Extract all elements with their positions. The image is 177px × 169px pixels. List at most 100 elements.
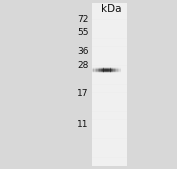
Bar [92,30,127,33]
Bar [105,69,106,70]
Bar [115,71,116,72]
Bar [105,72,106,73]
Bar [92,114,127,117]
Bar [96,67,98,68]
Bar [95,71,96,72]
Bar [92,70,94,71]
Bar [92,17,127,20]
Bar [106,69,108,70]
Bar [95,72,96,73]
Bar [92,44,127,47]
Bar [108,72,109,73]
Bar [92,84,127,87]
Bar [112,71,113,72]
Bar [113,72,115,73]
Bar [108,71,109,72]
Bar [109,72,111,73]
Text: 55: 55 [77,28,88,38]
Bar [119,71,121,72]
Bar [113,70,115,71]
Bar [92,106,127,109]
Bar [92,65,127,68]
Bar [101,71,102,72]
Bar [92,6,127,9]
Bar [92,63,127,66]
Bar [112,70,113,71]
Bar [106,70,108,71]
Bar [115,70,116,71]
Bar [109,67,111,68]
Bar [102,72,104,73]
Bar [105,68,106,69]
Bar [92,152,127,155]
Bar [106,70,108,71]
Bar [92,52,127,55]
Bar [103,72,105,73]
Bar [92,79,127,82]
Bar [93,67,95,68]
Bar [92,69,94,70]
Bar [98,69,99,70]
Bar [109,71,111,72]
Bar [112,68,113,69]
Text: 11: 11 [77,120,88,129]
Bar [92,33,127,36]
Bar [110,71,112,72]
Bar [116,72,118,73]
Bar [102,69,104,70]
Bar [110,68,112,69]
Bar [110,70,112,71]
Bar [98,70,99,71]
Bar [92,3,127,6]
Bar [112,70,113,71]
Bar [96,70,98,71]
Bar [110,70,112,71]
Bar [92,103,127,106]
Bar [92,71,94,72]
Bar [103,69,105,70]
Bar [98,71,99,72]
Bar [92,55,127,57]
Bar [93,68,95,69]
Bar [92,87,127,90]
Bar [92,130,127,133]
Bar [116,70,118,71]
Bar [92,68,94,69]
Bar [95,71,96,72]
Bar [115,72,116,73]
Bar [115,67,116,68]
Bar [99,67,101,68]
Bar [101,68,102,69]
Bar [116,70,118,71]
Bar [110,71,112,72]
Bar [119,67,121,68]
Bar [92,163,127,166]
Bar [93,69,95,70]
Bar [108,69,109,70]
Bar [113,71,115,72]
Bar [119,72,121,73]
Bar [92,98,127,101]
Bar [119,72,121,73]
Bar [102,69,104,70]
Bar [93,68,95,69]
Bar [115,67,116,68]
Bar [93,72,95,73]
Bar [110,69,112,70]
Bar [119,70,121,71]
Bar [109,68,111,69]
Bar [119,68,121,69]
Bar [116,69,118,70]
Bar [118,69,119,70]
Bar [92,122,127,125]
Bar [112,67,113,68]
Bar [99,67,101,68]
Bar [98,72,99,73]
Bar [102,67,104,68]
Bar [95,70,96,71]
Bar [110,69,112,70]
Bar [105,67,106,68]
Bar [110,72,112,73]
Bar [110,67,112,68]
Bar [92,160,127,163]
